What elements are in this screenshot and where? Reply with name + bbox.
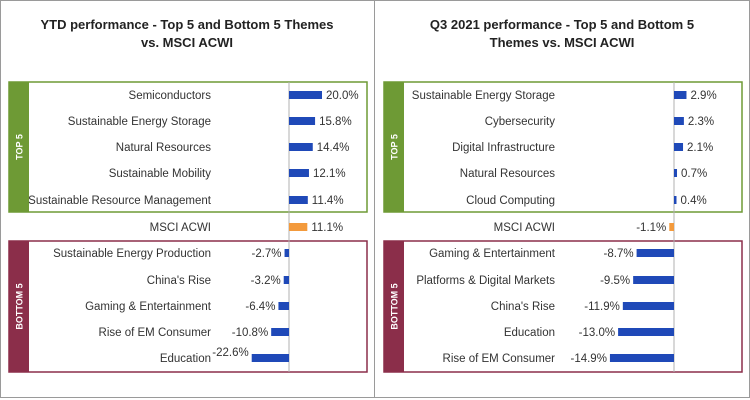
q3-category-label: Digital Infrastructure — [452, 142, 555, 154]
q3-category-label: China's Rise — [491, 301, 555, 313]
ytd-category-label: Sustainable Energy Storage — [68, 116, 211, 128]
q3-bar — [674, 91, 687, 99]
q3-value-label: -8.7% — [604, 248, 634, 260]
q3-bar — [636, 249, 674, 257]
q3-bottom-5-group-label: BOTTOM 5 — [389, 283, 399, 329]
q3-category-label: Platforms & Digital Markets — [416, 275, 555, 287]
q3-value-label: 0.7% — [681, 168, 707, 180]
q3-bar — [674, 169, 678, 177]
ytd-category-label: Sustainable Resource Management — [28, 195, 212, 207]
ytd-bar — [289, 169, 309, 177]
q3-value-label: 2.9% — [690, 90, 716, 102]
ytd-value-label: 11.4% — [312, 195, 344, 207]
q3-value-label: -14.9% — [570, 353, 606, 365]
ytd-value-label: -10.8% — [232, 327, 268, 339]
q3-value-label: -11.9% — [584, 301, 620, 313]
q3-value-label: -9.5% — [600, 275, 630, 287]
panel-divider — [374, 0, 375, 397]
ytd-chart-panel: YTD performance - Top 5 and Bottom 5 The… — [0, 0, 374, 397]
q3-top-5-side-band — [384, 82, 404, 212]
q3-top-5-group-label: TOP 5 — [389, 134, 399, 160]
ytd-top-5-group-label: TOP 5 — [14, 134, 24, 160]
ytd-value-label: 15.8% — [319, 116, 352, 128]
q3-bar — [674, 143, 684, 151]
ytd-category-label: MSCI ACWI — [150, 222, 211, 234]
ytd-bar — [289, 91, 322, 99]
q3-value-label: -1.1% — [636, 222, 666, 234]
q3-chart-title-line-1: Q3 2021 performance - Top 5 and Bottom 5 — [429, 17, 695, 32]
q3-bar — [622, 302, 674, 310]
q3-bar — [618, 328, 674, 336]
ytd-value-label: -6.4% — [245, 301, 275, 313]
ytd-category-label: Gaming & Entertainment — [85, 301, 212, 313]
ytd-category-label: Natural Resources — [116, 142, 211, 154]
q3-bottom-5-side-band — [384, 241, 404, 372]
ytd-category-label: Sustainable Mobility — [109, 168, 212, 180]
ytd-bottom-5-side-band — [9, 241, 29, 372]
q3-chart-panel: Q3 2021 performance - Top 5 and Bottom 5… — [375, 0, 749, 397]
q3-value-label: 2.1% — [687, 142, 713, 154]
q3-value-label: -13.0% — [579, 327, 615, 339]
ytd-bar-chart: TOP 5 BOTTOM 5 Semiconductors 20.0% Sustaina… — [8, 81, 368, 373]
q3-category-label: Cloud Computing — [466, 195, 555, 207]
q3-bar — [633, 276, 674, 284]
ytd-category-label: China's Rise — [147, 275, 211, 287]
ytd-chart-title-line-1: YTD performance - Top 5 and Bottom 5 The… — [40, 17, 334, 32]
q3-chart-title: Q3 2021 performance - Top 5 and Bottom 5… — [385, 16, 739, 52]
ytd-category-label: Rise of EM Consumer — [99, 327, 212, 339]
ytd-category-label: Sustainable Energy Production — [53, 248, 211, 260]
ytd-value-label: 11.1% — [311, 222, 343, 234]
q3-bar — [674, 117, 684, 125]
q3-bar-chart: TOP 5 BOTTOM 5 Sustainable Energy Storage 2… — [383, 81, 743, 373]
ytd-chart-title-line-2: vs. MSCI ACWI — [141, 35, 233, 50]
ytd-value-label: -3.2% — [251, 275, 281, 287]
ytd-benchmark-bar — [289, 223, 308, 231]
ytd-bar — [283, 276, 289, 284]
ytd-value-label: 14.4% — [317, 142, 350, 154]
q3-category-label: Gaming & Entertainment — [429, 248, 556, 260]
ytd-bar — [289, 143, 313, 151]
q3-category-label: MSCI ACWI — [494, 222, 555, 234]
q3-value-label: 2.3% — [688, 116, 714, 128]
q3-category-label: Rise of EM Consumer — [443, 353, 556, 365]
q3-value-label: 0.4% — [681, 195, 707, 207]
ytd-category-label: Education — [160, 353, 211, 365]
ytd-category-label: Semiconductors — [129, 90, 212, 102]
ytd-bar — [251, 354, 289, 362]
q3-chart-title-line-2: Themes vs. MSCI ACWI — [489, 35, 635, 50]
ytd-bottom-5-group-label: BOTTOM 5 — [14, 283, 24, 329]
q3-bar — [609, 354, 674, 362]
ytd-value-label: 12.1% — [313, 168, 346, 180]
ytd-chart-title: YTD performance - Top 5 and Bottom 5 The… — [10, 16, 364, 52]
ytd-bar — [271, 328, 289, 336]
ytd-bar — [289, 117, 316, 125]
q3-bottom-5-frame — [383, 240, 743, 373]
ytd-value-label: 20.0% — [326, 90, 359, 102]
q3-category-label: Education — [504, 327, 555, 339]
q3-category-label: Natural Resources — [460, 168, 555, 180]
q3-bar — [674, 196, 677, 204]
q3-category-label: Cybersecurity — [485, 116, 556, 128]
q3-benchmark-bar — [669, 223, 674, 231]
q3-category-label: Sustainable Energy Storage — [412, 90, 555, 102]
ytd-bar — [289, 196, 308, 204]
ytd-bar — [284, 249, 289, 257]
ytd-value-label: -22.6% — [212, 347, 248, 359]
ytd-top-5-side-band — [9, 82, 29, 212]
ytd-value-label: -2.7% — [251, 248, 281, 260]
ytd-bar — [278, 302, 289, 310]
